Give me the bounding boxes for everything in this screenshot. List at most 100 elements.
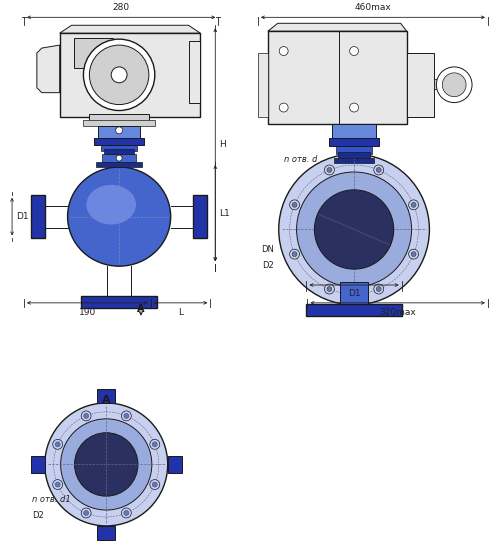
Text: A: A — [102, 395, 111, 405]
Polygon shape — [94, 138, 144, 145]
Circle shape — [111, 67, 127, 83]
Polygon shape — [102, 154, 136, 162]
Polygon shape — [97, 526, 115, 540]
Circle shape — [290, 200, 300, 210]
Text: n отв. d1: n отв. d1 — [32, 494, 70, 503]
Polygon shape — [81, 296, 157, 308]
Circle shape — [55, 442, 60, 447]
Circle shape — [292, 202, 297, 207]
Polygon shape — [268, 31, 407, 124]
Circle shape — [350, 103, 359, 112]
Circle shape — [350, 46, 359, 55]
Polygon shape — [104, 149, 134, 154]
Text: DN: DN — [261, 245, 274, 254]
Circle shape — [409, 200, 419, 210]
Circle shape — [55, 482, 60, 487]
Text: 460max: 460max — [355, 3, 391, 12]
Polygon shape — [329, 138, 379, 146]
Polygon shape — [101, 145, 137, 151]
Circle shape — [279, 46, 288, 55]
Circle shape — [279, 154, 430, 305]
Circle shape — [81, 411, 91, 421]
Polygon shape — [60, 25, 200, 33]
Ellipse shape — [67, 167, 171, 266]
Polygon shape — [73, 38, 113, 68]
Circle shape — [442, 73, 466, 97]
Polygon shape — [37, 45, 60, 92]
Circle shape — [152, 482, 157, 487]
Text: 320max: 320max — [379, 308, 416, 317]
Polygon shape — [60, 33, 200, 118]
Circle shape — [45, 403, 168, 526]
Circle shape — [83, 39, 155, 110]
Circle shape — [297, 172, 412, 287]
Circle shape — [150, 440, 160, 449]
Text: A: A — [137, 304, 145, 314]
Circle shape — [84, 511, 89, 515]
Circle shape — [53, 479, 62, 489]
Circle shape — [376, 167, 381, 172]
Circle shape — [122, 411, 131, 421]
Polygon shape — [168, 455, 182, 473]
Polygon shape — [307, 304, 402, 316]
Polygon shape — [188, 41, 200, 102]
Circle shape — [84, 413, 89, 418]
Circle shape — [411, 251, 416, 256]
Text: D1: D1 — [16, 212, 29, 221]
Polygon shape — [96, 162, 142, 167]
Polygon shape — [407, 53, 434, 118]
Polygon shape — [336, 146, 372, 154]
Ellipse shape — [86, 185, 136, 225]
Circle shape — [292, 251, 297, 256]
Text: 280: 280 — [113, 3, 129, 12]
Polygon shape — [83, 120, 155, 127]
Text: L1: L1 — [219, 209, 230, 218]
Polygon shape — [258, 53, 268, 118]
Circle shape — [324, 165, 334, 175]
Polygon shape — [268, 24, 407, 31]
Circle shape — [74, 433, 138, 496]
Circle shape — [411, 202, 416, 207]
Circle shape — [124, 511, 129, 515]
Text: D2: D2 — [32, 511, 44, 520]
Text: D2: D2 — [262, 260, 274, 270]
Circle shape — [436, 67, 472, 102]
Circle shape — [409, 249, 419, 259]
Polygon shape — [31, 195, 45, 239]
Polygon shape — [89, 114, 149, 123]
Circle shape — [374, 165, 384, 175]
Circle shape — [290, 249, 300, 259]
Circle shape — [376, 287, 381, 292]
Polygon shape — [193, 195, 207, 239]
Circle shape — [152, 442, 157, 447]
Circle shape — [81, 508, 91, 518]
Circle shape — [327, 167, 332, 172]
Polygon shape — [97, 389, 115, 403]
Polygon shape — [448, 69, 458, 101]
Polygon shape — [434, 79, 448, 88]
Circle shape — [89, 45, 149, 105]
Text: 190: 190 — [79, 308, 96, 317]
Circle shape — [314, 190, 394, 269]
Polygon shape — [31, 455, 45, 473]
Circle shape — [150, 479, 160, 489]
Circle shape — [124, 413, 129, 418]
Circle shape — [122, 508, 131, 518]
Circle shape — [116, 127, 123, 134]
Polygon shape — [340, 282, 368, 304]
Circle shape — [279, 103, 288, 112]
Circle shape — [53, 440, 62, 449]
Polygon shape — [338, 152, 370, 158]
Text: L: L — [178, 308, 183, 317]
Circle shape — [374, 284, 384, 294]
Polygon shape — [98, 127, 140, 140]
Circle shape — [327, 287, 332, 292]
Text: n отв. d: n отв. d — [284, 155, 317, 164]
Circle shape — [324, 284, 334, 294]
Circle shape — [61, 419, 152, 510]
Circle shape — [116, 155, 122, 161]
Text: D1: D1 — [348, 289, 361, 298]
Polygon shape — [334, 158, 374, 163]
Text: H: H — [219, 140, 226, 149]
Polygon shape — [332, 124, 376, 139]
